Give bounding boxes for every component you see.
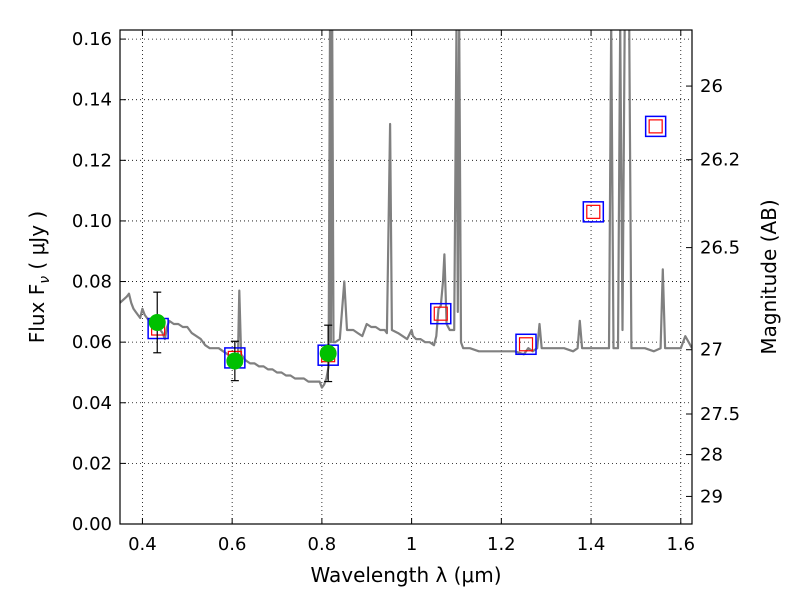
x-tick-label: 0.8 <box>308 534 337 555</box>
y2-tick-label: 26.5 <box>700 238 740 259</box>
y2-tick-label: 28 <box>700 445 723 466</box>
y-tick-label: 0.06 <box>72 332 112 353</box>
ticks <box>120 30 692 525</box>
model-point-inner <box>586 204 601 219</box>
x-tick-label: 1 <box>406 534 417 555</box>
y-tick-label: 0.04 <box>72 393 112 414</box>
y-tick-label: 0.02 <box>72 453 112 474</box>
model-point-inner <box>518 337 534 352</box>
y2-tick-label: 27 <box>700 340 723 361</box>
y-tick-label: 0.08 <box>72 272 112 293</box>
model-point-inner <box>433 306 448 321</box>
model-point-outer <box>644 115 667 138</box>
x-tick-label: 1.4 <box>577 534 606 555</box>
y2-tick-label: 26 <box>700 76 723 97</box>
y-axis-label-main: Flux F <box>25 284 49 343</box>
y2-axis-label: Magnitude (AB) <box>757 199 781 354</box>
y-tick-label: 0.14 <box>72 90 112 111</box>
plot-content <box>120 30 692 389</box>
y2-tick-label: 26.2 <box>700 150 740 171</box>
x-axis-label: Wavelength λ (μm) <box>310 563 501 587</box>
y-axis-label-subscript: ν <box>37 276 53 284</box>
model-point-inner <box>648 119 663 134</box>
y-tick-label: 0.10 <box>72 211 112 232</box>
plot-frame <box>119 29 693 525</box>
y2-tick-label: 27.5 <box>700 404 740 425</box>
y-tick-label: 0.12 <box>72 150 112 171</box>
x-tick-label: 0.4 <box>128 534 157 555</box>
y-axis-label-unit: ( μJy ) <box>25 211 49 276</box>
spectrum-line <box>120 30 692 389</box>
x-tick-label: 1.2 <box>487 534 516 555</box>
y-axis-label: Flux Fν ( μJy ) <box>25 211 53 343</box>
x-tick-label: 0.6 <box>218 534 247 555</box>
model-point-outer <box>582 201 605 223</box>
observed-point <box>148 313 166 331</box>
tick-labels: 0.4 0.6 0.8 1 1.2 1.4 1.6 0.00 0.02 0.04 0.06 0.08 0… <box>72 29 740 555</box>
observed-point <box>226 352 244 370</box>
y-tick-label: 0.16 <box>72 29 112 50</box>
observed-point <box>319 344 337 362</box>
model-point-outer <box>430 302 452 325</box>
y2-tick-label: 29 <box>700 486 723 507</box>
y-tick-label: 0.00 <box>72 514 112 535</box>
x-tick-label: 1.6 <box>666 534 695 555</box>
model-point-outer <box>515 333 537 356</box>
